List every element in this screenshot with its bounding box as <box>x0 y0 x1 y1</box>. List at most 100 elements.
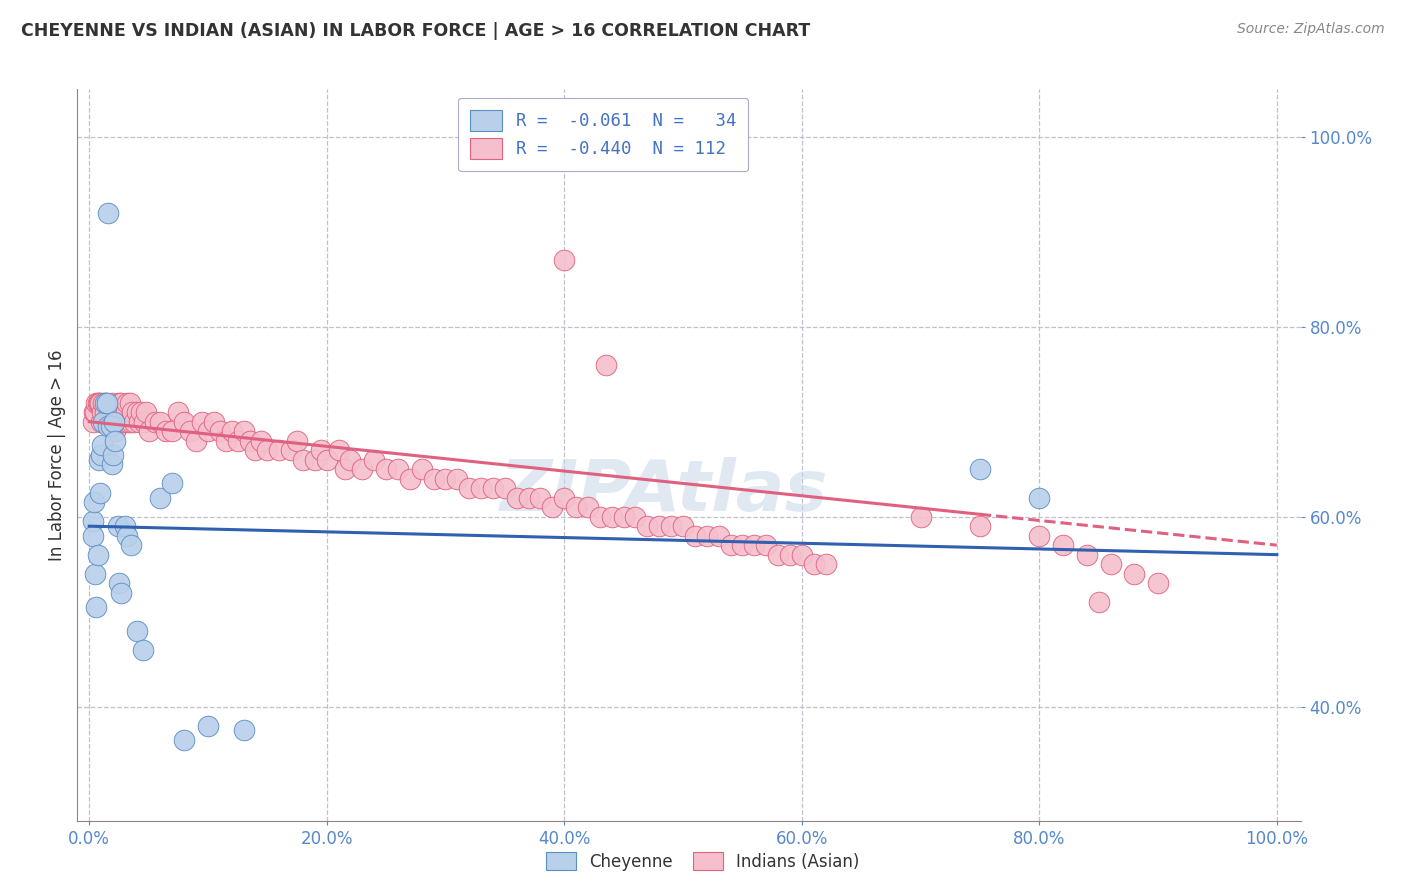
Point <box>125 405 148 419</box>
Point <box>86 395 108 409</box>
Legend: R =  -0.061  N =   34, R =  -0.440  N = 112: R = -0.061 N = 34, R = -0.440 N = 112 <box>458 98 748 171</box>
Point <box>221 424 243 438</box>
Point <box>98 415 121 429</box>
Point <box>1028 491 1050 505</box>
Point <box>86 395 108 409</box>
Point <box>197 424 219 438</box>
Point <box>333 462 356 476</box>
Point <box>138 424 160 438</box>
Point <box>285 434 308 448</box>
Point <box>707 529 730 543</box>
Point <box>446 472 468 486</box>
Point <box>529 491 551 505</box>
Point <box>576 500 599 515</box>
Point <box>82 529 104 543</box>
Point <box>202 415 225 429</box>
Point <box>648 519 671 533</box>
Point <box>115 395 138 409</box>
Point <box>589 509 612 524</box>
Point <box>135 405 157 419</box>
Point <box>105 405 128 419</box>
Point <box>1076 548 1098 562</box>
Point <box>553 491 575 505</box>
Legend: Cheyenne, Indians (Asian): Cheyenne, Indians (Asian) <box>538 844 868 880</box>
Point <box>434 472 457 486</box>
Y-axis label: In Labor Force | Age > 16: In Labor Force | Age > 16 <box>48 349 66 561</box>
Point <box>173 732 195 747</box>
Point <box>184 434 207 448</box>
Point <box>250 434 273 448</box>
Point <box>779 548 801 562</box>
Point <box>124 415 146 429</box>
Point <box>1147 576 1170 591</box>
Point <box>309 443 332 458</box>
Point <box>91 438 114 452</box>
Point <box>83 495 105 509</box>
Point <box>600 509 623 524</box>
Point <box>101 405 124 419</box>
Point <box>89 486 111 500</box>
Point <box>494 481 516 495</box>
Point <box>179 424 201 438</box>
Point <box>315 452 337 467</box>
Point <box>208 424 231 438</box>
Point <box>636 519 658 533</box>
Point <box>696 529 718 543</box>
Point <box>143 415 166 429</box>
Point <box>93 395 115 409</box>
Point <box>89 395 111 409</box>
Point <box>197 719 219 733</box>
Point <box>115 405 138 419</box>
Point <box>624 509 647 524</box>
Point <box>82 415 104 429</box>
Point <box>595 358 617 372</box>
Point <box>304 452 326 467</box>
Point <box>125 624 148 638</box>
Point <box>131 642 153 657</box>
Point <box>482 481 505 495</box>
Point <box>87 452 110 467</box>
Point <box>149 415 172 429</box>
Point <box>814 557 837 571</box>
Point <box>87 395 110 409</box>
Point <box>232 424 254 438</box>
Point <box>790 548 813 562</box>
Point <box>93 405 115 419</box>
Point <box>742 538 765 552</box>
Point <box>969 519 991 533</box>
Point <box>86 548 108 562</box>
Point <box>117 415 139 429</box>
Point <box>613 509 636 524</box>
Point <box>387 462 409 476</box>
Point <box>910 509 932 524</box>
Point <box>659 519 682 533</box>
Point <box>107 519 129 533</box>
Point <box>104 434 127 448</box>
Point <box>93 395 115 409</box>
Point <box>226 434 249 448</box>
Point <box>280 443 302 458</box>
Point <box>108 576 131 591</box>
Point <box>101 448 124 462</box>
Point <box>114 519 136 533</box>
Point <box>93 415 115 429</box>
Point <box>173 415 195 429</box>
Point <box>104 424 127 438</box>
Point <box>1087 595 1109 609</box>
Point <box>110 395 132 409</box>
Point <box>565 500 588 515</box>
Point <box>458 481 481 495</box>
Point <box>90 415 112 429</box>
Point <box>84 566 107 581</box>
Point <box>110 585 132 599</box>
Point <box>94 395 117 409</box>
Point <box>100 405 122 419</box>
Point <box>245 443 267 458</box>
Point <box>131 405 153 419</box>
Point <box>803 557 825 571</box>
Point <box>82 515 104 529</box>
Point <box>363 452 385 467</box>
Point <box>720 538 742 552</box>
Point <box>118 395 141 409</box>
Point <box>83 405 105 419</box>
